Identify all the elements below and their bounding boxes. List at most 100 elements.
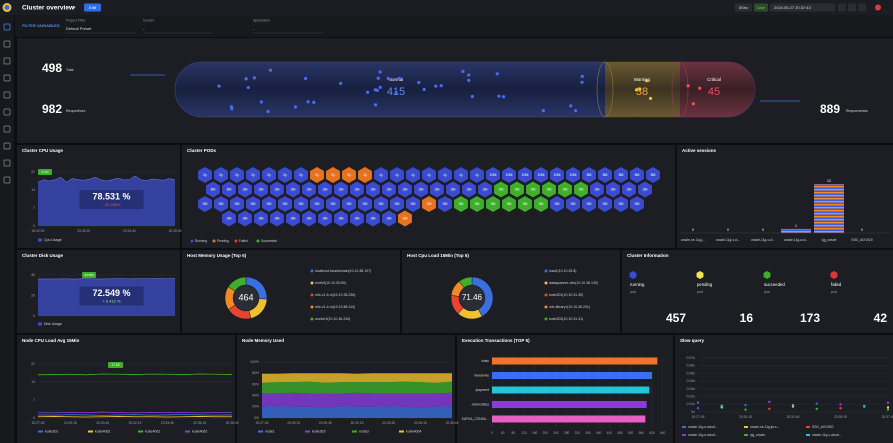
- pod-hex[interactable]: [502, 196, 516, 212]
- pod-hex[interactable]: [294, 196, 308, 212]
- sidebar-icon[interactable]: [3, 142, 11, 150]
- pod-hex[interactable]: [438, 196, 452, 212]
- edit-button[interactable]: [84, 3, 101, 12]
- pod-hex[interactable]: [358, 167, 372, 183]
- refresh-label[interactable]: 5Sec: [739, 5, 748, 10]
- sidebar-icon[interactable]: [3, 57, 11, 65]
- pod-hex[interactable]: [198, 167, 212, 183]
- pod-hex[interactable]: [294, 167, 308, 183]
- pod-hex[interactable]: [598, 167, 612, 183]
- pod-hex[interactable]: [422, 167, 436, 183]
- pod-hex[interactable]: [358, 196, 372, 212]
- pod-hex[interactable]: [566, 167, 580, 183]
- pod-hex[interactable]: [614, 196, 628, 212]
- pod-hex[interactable]: [302, 181, 316, 198]
- pod-hex[interactable]: [270, 181, 284, 198]
- user-icon[interactable]: [875, 4, 881, 11]
- pod-hex[interactable]: [254, 210, 268, 227]
- nav-button[interactable]: [858, 3, 866, 12]
- live-button[interactable]: [754, 3, 768, 12]
- pod-hex[interactable]: [342, 196, 356, 212]
- pod-hex[interactable]: [270, 210, 284, 227]
- pod-hex[interactable]: [566, 196, 580, 212]
- pod-hex[interactable]: [374, 167, 388, 183]
- pod-hex[interactable]: [382, 181, 396, 198]
- live-label[interactable]: Live: [757, 5, 765, 10]
- pod-hex[interactable]: [326, 196, 340, 212]
- pod-hex[interactable]: [318, 181, 332, 198]
- pod-hex[interactable]: [582, 196, 596, 212]
- sidebar-icon[interactable]: [3, 176, 11, 184]
- pod-hex[interactable]: [390, 196, 404, 212]
- pod-hex[interactable]: [518, 196, 532, 212]
- pod-hex[interactable]: [286, 210, 300, 227]
- pod-hex[interactable]: [398, 181, 412, 198]
- pod-hex[interactable]: [422, 196, 436, 212]
- pod-hex[interactable]: [318, 210, 332, 227]
- pod-hex[interactable]: [350, 181, 364, 198]
- nav-button[interactable]: [838, 3, 846, 12]
- datetime-box[interactable]: [770, 3, 835, 12]
- pod-hex[interactable]: [590, 181, 604, 198]
- pod-hex[interactable]: [582, 167, 596, 183]
- pod-hex[interactable]: [534, 167, 548, 183]
- sidebar-icon[interactable]: [3, 91, 11, 99]
- pod-hex[interactable]: [326, 167, 340, 183]
- pod-hex[interactable]: [262, 196, 276, 212]
- pod-hex[interactable]: [462, 181, 476, 198]
- pod-hex[interactable]: [286, 181, 300, 198]
- sidebar-icon[interactable]: [3, 159, 11, 167]
- pod-hex[interactable]: [486, 167, 500, 183]
- pod-hex[interactable]: [406, 196, 420, 212]
- pod-hex[interactable]: [438, 167, 452, 183]
- pod-hex[interactable]: [366, 181, 380, 198]
- pod-hex[interactable]: [502, 167, 516, 183]
- pod-hex[interactable]: [494, 181, 508, 198]
- pod-hex[interactable]: [238, 210, 252, 227]
- pod-hex[interactable]: [214, 196, 228, 212]
- pod-hex[interactable]: [222, 181, 236, 198]
- pod-hex[interactable]: [518, 167, 532, 183]
- pod-hex[interactable]: [478, 181, 492, 198]
- pod-hex[interactable]: [550, 167, 564, 183]
- pod-hex[interactable]: [374, 196, 388, 212]
- pod-hex[interactable]: [238, 181, 252, 198]
- pod-hex[interactable]: [574, 181, 588, 198]
- pod-hex[interactable]: [622, 181, 636, 198]
- pod-hex[interactable]: [558, 181, 572, 198]
- pod-hex[interactable]: [262, 167, 276, 183]
- sidebar-icon[interactable]: [3, 40, 11, 48]
- pod-hex[interactable]: [342, 167, 356, 183]
- pod-hex[interactable]: [646, 167, 660, 183]
- pod-hex[interactable]: [390, 167, 404, 183]
- pod-hex[interactable]: [486, 196, 500, 212]
- nav-button[interactable]: [848, 3, 856, 12]
- dropdown-icon[interactable]: [72, 6, 76, 10]
- pod-hex[interactable]: [278, 196, 292, 212]
- pod-hex[interactable]: [630, 167, 644, 183]
- pod-hex[interactable]: [222, 210, 236, 227]
- pod-hex[interactable]: [454, 196, 468, 212]
- pod-hex[interactable]: [398, 210, 412, 227]
- pod-hex[interactable]: [350, 210, 364, 227]
- pod-hex[interactable]: [542, 181, 556, 198]
- pod-hex[interactable]: [510, 181, 524, 198]
- pod-hex[interactable]: [454, 167, 468, 183]
- pod-hex[interactable]: [230, 196, 244, 212]
- pod-hex[interactable]: [278, 167, 292, 183]
- pod-hex[interactable]: [614, 167, 628, 183]
- pod-hex[interactable]: [598, 196, 612, 212]
- pod-hex[interactable]: [206, 181, 220, 198]
- datetime[interactable]: 2024.05.27 20:37:43: [774, 5, 811, 10]
- pod-hex[interactable]: [406, 167, 420, 183]
- pod-hex[interactable]: [198, 196, 212, 212]
- sidebar-icon[interactable]: [3, 74, 11, 82]
- pod-hex[interactable]: [606, 181, 620, 198]
- pod-hex[interactable]: [446, 181, 460, 198]
- pod-hex[interactable]: [430, 181, 444, 198]
- pod-hex[interactable]: [230, 167, 244, 183]
- refresh-button[interactable]: [735, 3, 752, 12]
- pod-hex[interactable]: [470, 167, 484, 183]
- pod-hex[interactable]: [470, 196, 484, 212]
- pod-hex[interactable]: [366, 210, 380, 227]
